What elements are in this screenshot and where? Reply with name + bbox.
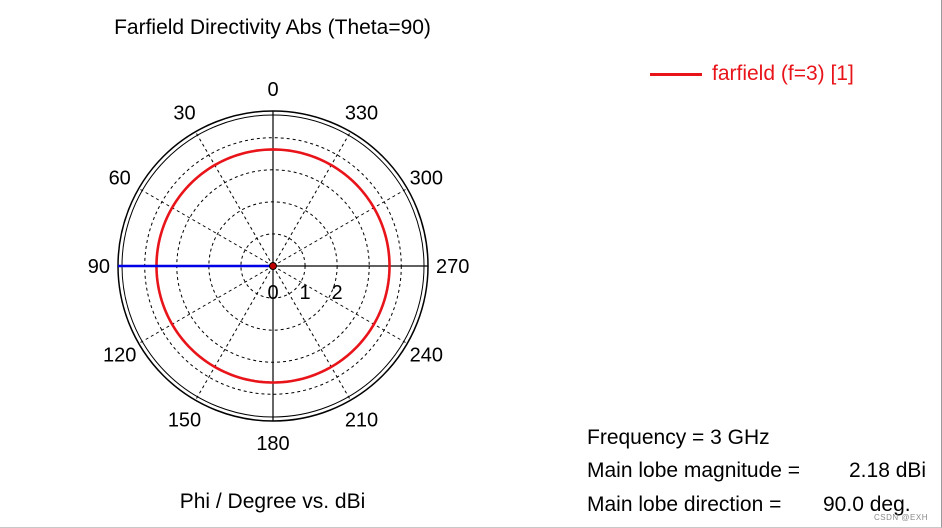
chart-title: Farfield Directivity Abs (Theta=90): [114, 16, 431, 39]
main-lobe-magnitude-value: 2.18 dBi: [849, 459, 927, 482]
angle-tick-label-240: 240: [410, 345, 443, 367]
grid-spoke-240: [272, 265, 408, 344]
angle-tick-label-180: 180: [256, 433, 289, 455]
main-lobe-direction-value: 90.0 deg.: [823, 493, 911, 516]
grid-spoke-150: [195, 265, 274, 401]
angle-tick-label-300: 300: [410, 168, 443, 190]
angle-tick-label-90: 90: [88, 256, 110, 278]
grid-spoke-210: [272, 265, 351, 401]
series-line-0: [155, 148, 391, 384]
angle-tick-label-330: 330: [345, 103, 378, 125]
legend: farfield (f=3) [1]: [650, 62, 854, 86]
angle-tick-label-210: 210: [345, 409, 378, 431]
watermark: CSDN @EXH: [874, 513, 928, 522]
angle-tick-label-0: 0: [267, 79, 278, 101]
frequency-readout: Frequency = 3 GHz: [587, 426, 770, 449]
radial-tick-label-2: 2: [332, 282, 343, 304]
grid-spoke-30: [195, 131, 274, 267]
center-dot: [269, 262, 277, 270]
angle-tick-label-150: 150: [168, 409, 201, 431]
legend-label: farfield (f=3) [1]: [712, 62, 854, 85]
grid-spoke-120: [138, 265, 274, 344]
grid-spoke-300: [272, 188, 408, 267]
angle-tick-label-30: 30: [173, 103, 195, 125]
radial-tick-label-0: 0: [267, 282, 278, 304]
angle-tick-label-120: 120: [103, 345, 136, 367]
radial-tick-label-1: 1: [300, 282, 311, 304]
legend-swatch: [650, 72, 702, 76]
main-lobe-direction-label: Main lobe direction =: [587, 493, 782, 516]
angle-tick-label-60: 60: [109, 168, 131, 190]
angle-tick-label-270: 270: [436, 256, 469, 278]
main-lobe-magnitude-label: Main lobe magnitude =: [587, 459, 801, 482]
x-axis-label: Phi / Degree vs. dBi: [179, 490, 366, 513]
grid-spoke-330: [272, 131, 351, 267]
grid-spoke-60: [138, 188, 274, 267]
